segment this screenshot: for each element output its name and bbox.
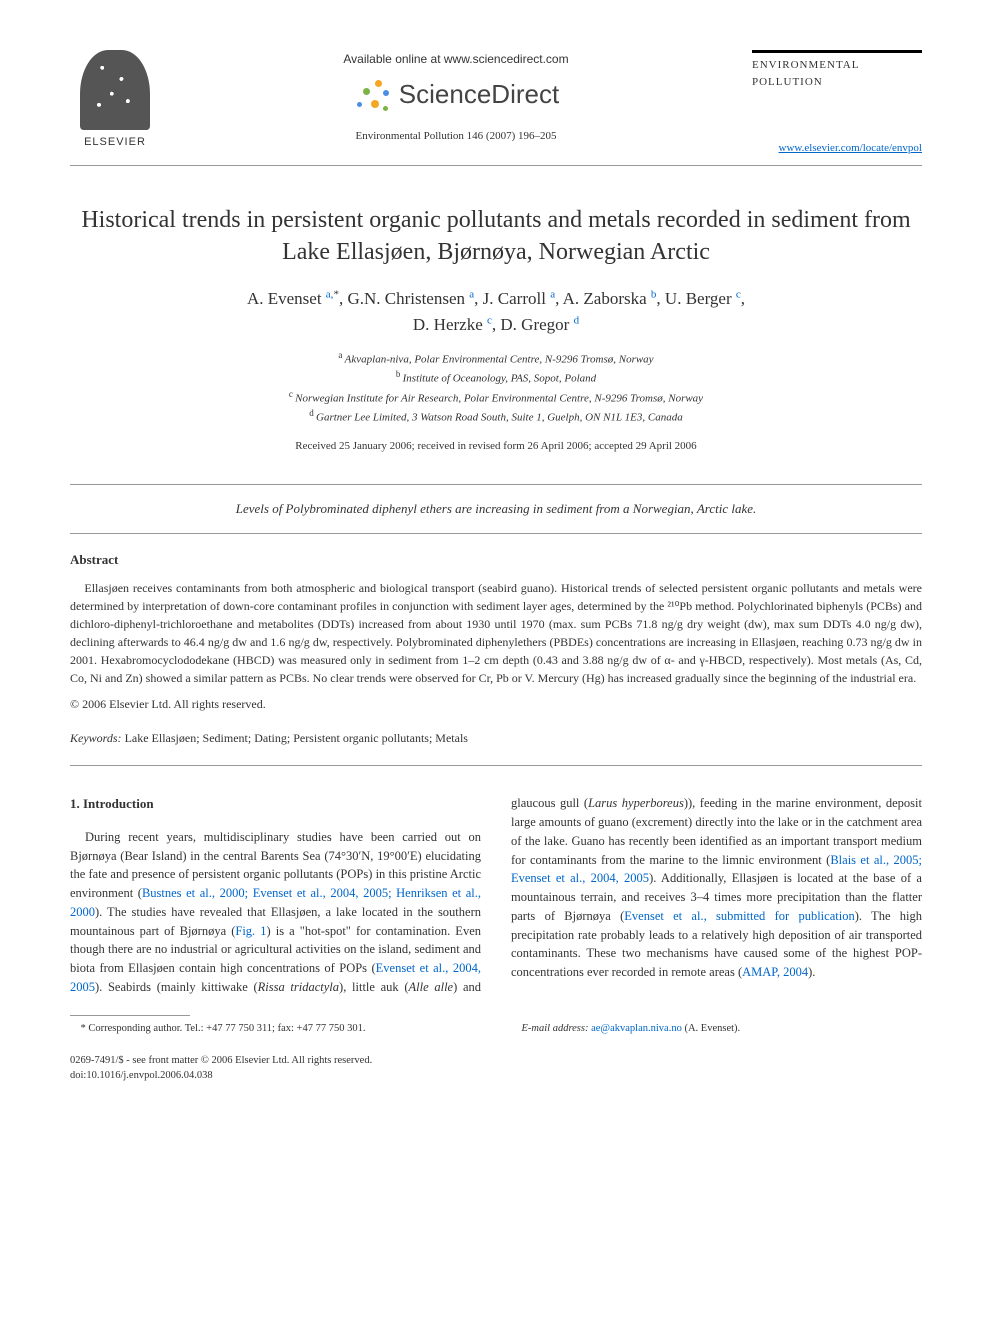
species-name: Rissa tridactyla [258,980,339,994]
figure-link[interactable]: Fig. 1 [235,924,266,938]
sciencedirect-logo: ScienceDirect [180,74,732,114]
dot-icon [363,88,370,95]
footnote-email-line: E-mail address: ae@akvaplan.niva.no (A. … [511,1022,922,1037]
affiliation-marker: a [338,350,344,360]
intro-text: ). [808,965,815,979]
affiliation: d Gartner Lee Limited, 3 Watson Road Sou… [70,407,922,426]
corresponding-author-footnote: * Corresponding author. Tel.: +47 77 750… [70,1022,922,1037]
corresponding-marker: * [333,289,339,301]
citation-line: Environmental Pollution 146 (2007) 196–2… [180,128,732,145]
intro-text: ). Seabirds (mainly kittiwake ( [95,980,258,994]
page-header: ELSEVIER Available online at www.science… [70,50,922,166]
abstract-copyright: © 2006 Elsevier Ltd. All rights reserved… [70,695,922,713]
abstract-body: Ellasjøen receives contaminants from bot… [70,579,922,687]
elsevier-tree-icon [80,50,150,130]
author: A. Evenset a,* [247,289,339,308]
affiliation-marker: d [309,408,316,418]
citation-link[interactable]: AMAP, 2004 [742,965,808,979]
author-affiliation-marker: b [651,289,657,301]
keywords-block: Keywords: Lake Ellasjøen; Sediment; Dati… [70,729,922,766]
footnote-corr: * Corresponding author. Tel.: +47 77 750… [70,1022,481,1037]
author-affiliation-marker: a [469,289,474,301]
author: D. Gregor d [500,315,579,334]
dot-icon [383,106,388,111]
journal-url-link[interactable]: www.elsevier.com/locate/envpol [752,140,922,157]
intro-heading: 1. Introduction [70,794,481,814]
journal-name: ENVIRONMENTAL POLLUTION [752,50,922,90]
author-affiliation-marker: c [736,289,741,301]
email-tail: (A. Evenset). [684,1023,740,1034]
affiliation-marker: c [289,389,295,399]
sciencedirect-dots-icon [353,74,393,114]
email-label: E-mail address: [522,1023,589,1034]
author: J. Carroll a [483,289,555,308]
species-name: Larus hyperboreus [588,796,684,810]
affiliation: c Norwegian Institute for Air Research, … [70,388,922,407]
author: U. Berger c [665,289,741,308]
available-online-text: Available online at www.sciencedirect.co… [180,50,732,68]
author: D. Herzke c [413,315,492,334]
author-affiliation-marker: d [574,314,580,326]
dot-icon [357,102,362,107]
highlight-statement: Levels of Polybrominated diphenyl ethers… [70,484,922,534]
author-affiliation-marker: c [487,314,492,326]
header-right: ENVIRONMENTAL POLLUTION www.elsevier.com… [752,50,922,157]
publisher-logo-block: ELSEVIER [70,50,160,151]
sciencedirect-wordmark: ScienceDirect [399,75,559,114]
article-title: Historical trends in persistent organic … [70,204,922,269]
affiliation: a Akvaplan-niva, Polar Environmental Cen… [70,349,922,368]
author: G.N. Christensen a [347,289,474,308]
affiliation-marker: b [396,369,403,379]
intro-paragraph-1: During recent years, multidisciplinary s… [70,794,922,996]
dot-icon [383,90,389,96]
header-center: Available online at www.sciencedirect.co… [160,50,752,145]
affiliation-list: a Akvaplan-niva, Polar Environmental Cen… [70,349,922,426]
email-link[interactable]: ae@akvaplan.niva.no [591,1023,682,1034]
author: A. Zaborska b [563,289,657,308]
species-name: Alle alle [409,980,454,994]
dot-icon [375,80,382,87]
received-dates: Received 25 January 2006; received in re… [70,438,922,455]
front-matter-block: 0269-7491/$ - see front matter © 2006 El… [70,1054,922,1083]
abstract-heading: Abstract [70,550,922,570]
author-list: A. Evenset a,*, G.N. Christensen a, J. C… [70,286,922,337]
footnote-separator [70,1015,190,1016]
doi-text: doi:10.1016/j.envpol.2006.04.038 [70,1069,922,1084]
affiliation: b Institute of Oceanology, PAS, Sopot, P… [70,368,922,387]
author-affiliation-marker: a [550,289,555,301]
intro-text: ), little auk ( [339,980,408,994]
front-matter-text: 0269-7491/$ - see front matter © 2006 El… [70,1054,922,1069]
keywords-label: Keywords: [70,731,122,745]
body-two-column: 1. Introduction During recent years, mul… [70,794,922,1036]
keywords-values: Lake Ellasjøen; Sediment; Dating; Persis… [125,731,468,745]
dot-icon [371,100,379,108]
publisher-label: ELSEVIER [84,134,146,151]
citation-link[interactable]: Evenset et al., submitted for publicatio… [624,909,854,923]
